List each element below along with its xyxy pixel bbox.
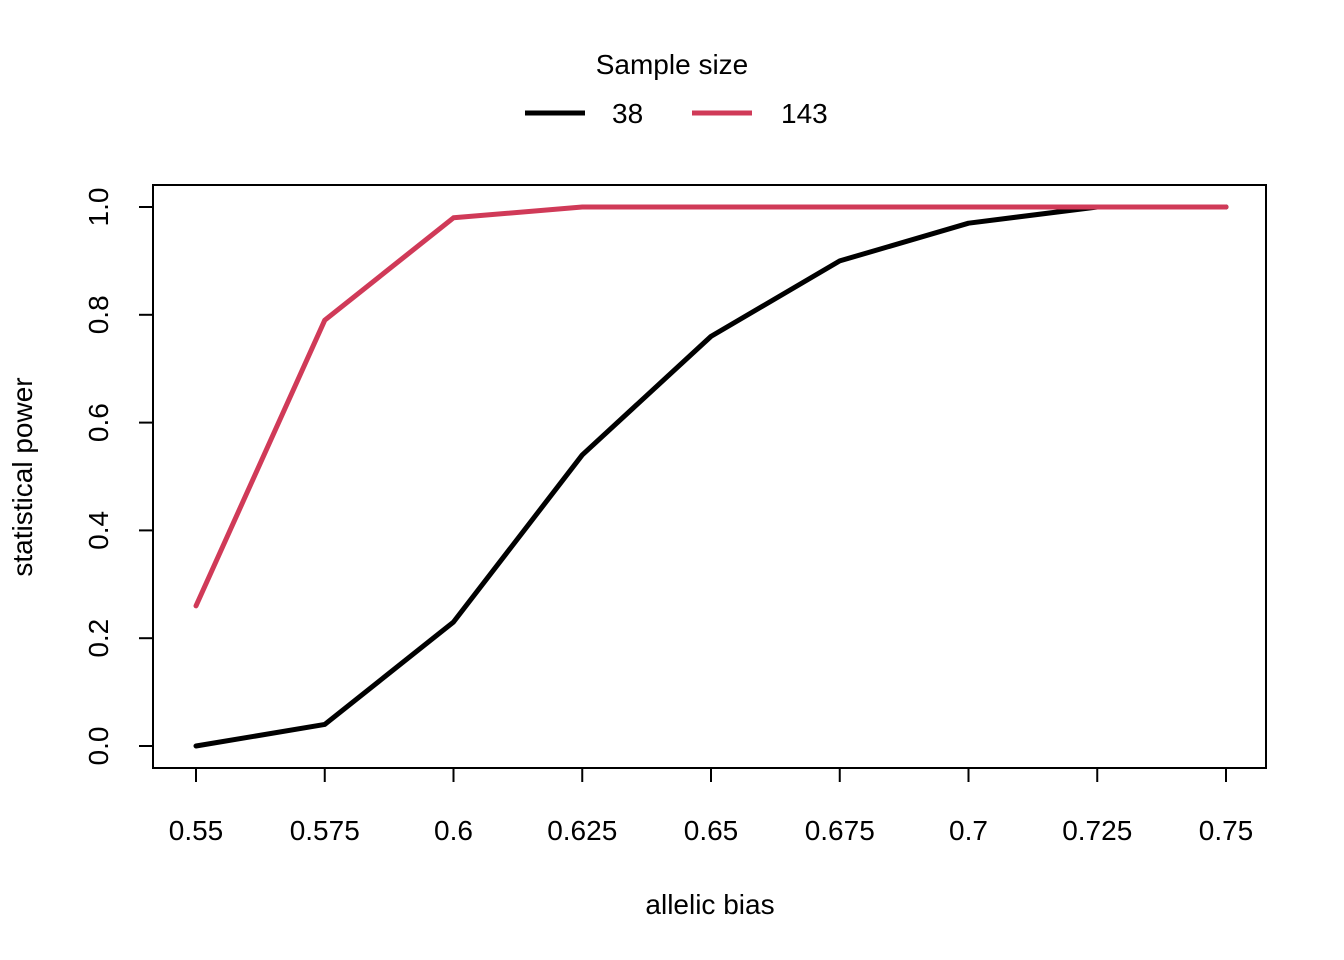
x-tick-label: 0.575	[290, 815, 360, 846]
y-tick-label: 1.0	[83, 188, 114, 227]
y-tick-label: 0.6	[83, 403, 114, 442]
plot-frame	[152, 184, 1267, 769]
y-tick-label: 0.2	[83, 619, 114, 658]
x-tick-label: 0.675	[805, 815, 875, 846]
legend-label-143: 143	[781, 98, 828, 129]
x-axis: 0.55 0.575 0.6 0.625 0.65 0.675 0.7 0.725 0.75	[169, 767, 1254, 846]
x-tick-label: 0.55	[169, 815, 224, 846]
y-tick-label: 0.0	[83, 727, 114, 766]
y-tick-label: 0.4	[83, 511, 114, 550]
x-tick-label: 0.75	[1199, 815, 1254, 846]
y-tick-label: 0.8	[83, 295, 114, 334]
legend-title: Sample size	[596, 49, 749, 80]
x-tick-label: 0.7	[949, 815, 988, 846]
series-line-143	[193, 204, 1229, 609]
y-axis-title: statistical power	[7, 377, 38, 576]
x-tick-label: 0.65	[684, 815, 739, 846]
x-tick-label: 0.6	[434, 815, 473, 846]
x-tick-label: 0.725	[1062, 815, 1132, 846]
x-tick-label: 0.625	[547, 815, 617, 846]
legend: Sample size 38 143	[525, 49, 828, 129]
y-axis: 0.0 0.2 0.4 0.6 0.8 1.0	[83, 188, 154, 766]
x-axis-title: allelic bias	[645, 889, 774, 920]
legend-label-38: 38	[612, 98, 643, 129]
series-layer	[193, 204, 1229, 749]
series-line-38	[193, 204, 1229, 749]
